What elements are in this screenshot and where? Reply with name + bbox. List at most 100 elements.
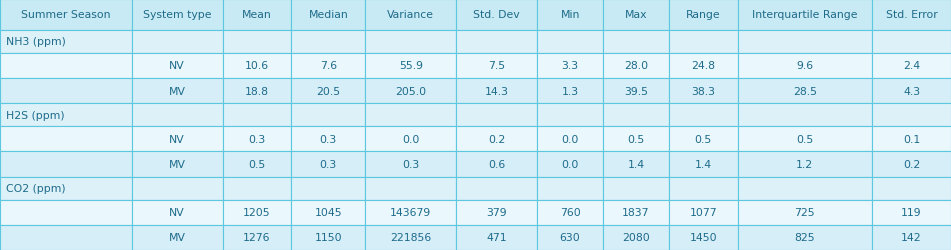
Bar: [738, 0, 872, 31]
Text: 0.3: 0.3: [248, 134, 265, 144]
Text: CO2 (ppm): CO2 (ppm): [6, 184, 66, 193]
Bar: [291, 152, 365, 177]
Text: 0.5: 0.5: [796, 134, 813, 144]
Bar: [456, 127, 537, 152]
Bar: [223, 177, 291, 200]
Text: 1205: 1205: [243, 207, 271, 217]
Bar: [872, 79, 951, 104]
Bar: [131, 31, 223, 54]
Bar: [669, 54, 738, 79]
Bar: [131, 0, 223, 31]
Bar: [872, 200, 951, 225]
Text: 143679: 143679: [390, 207, 432, 217]
Text: 825: 825: [794, 232, 815, 242]
Bar: [291, 79, 365, 104]
Bar: [669, 104, 738, 127]
Text: 471: 471: [486, 232, 507, 242]
Text: 14.3: 14.3: [485, 86, 509, 96]
Bar: [0, 177, 131, 200]
Bar: [223, 54, 291, 79]
Text: H2S (ppm): H2S (ppm): [6, 110, 65, 120]
Bar: [456, 200, 537, 225]
Text: 0.3: 0.3: [320, 160, 337, 169]
Bar: [603, 225, 669, 250]
Text: 0.0: 0.0: [561, 134, 579, 144]
Bar: [131, 79, 223, 104]
Text: Min: Min: [560, 10, 580, 20]
Bar: [669, 177, 738, 200]
Bar: [131, 225, 223, 250]
Text: 0.3: 0.3: [320, 134, 337, 144]
Bar: [872, 0, 951, 31]
Bar: [738, 54, 872, 79]
Text: MV: MV: [168, 86, 185, 96]
Bar: [738, 177, 872, 200]
Bar: [223, 200, 291, 225]
Bar: [0, 54, 131, 79]
Bar: [456, 31, 537, 54]
Text: 119: 119: [902, 207, 922, 217]
Bar: [0, 0, 131, 31]
Text: 142: 142: [902, 232, 922, 242]
Bar: [291, 200, 365, 225]
Bar: [291, 104, 365, 127]
Text: Variance: Variance: [387, 10, 435, 20]
Bar: [669, 79, 738, 104]
Bar: [456, 79, 537, 104]
Text: Median: Median: [308, 10, 348, 20]
Text: 1.2: 1.2: [796, 160, 813, 169]
Text: 3.3: 3.3: [561, 61, 578, 71]
Bar: [291, 54, 365, 79]
Bar: [456, 225, 537, 250]
Bar: [365, 200, 456, 225]
Text: Range: Range: [686, 10, 721, 20]
Bar: [223, 104, 291, 127]
Bar: [0, 104, 131, 127]
Bar: [365, 104, 456, 127]
Bar: [738, 104, 872, 127]
Text: 24.8: 24.8: [691, 61, 715, 71]
Bar: [0, 200, 131, 225]
Bar: [291, 31, 365, 54]
Bar: [603, 54, 669, 79]
Bar: [131, 54, 223, 79]
Bar: [872, 177, 951, 200]
Bar: [669, 200, 738, 225]
Text: 205.0: 205.0: [396, 86, 426, 96]
Bar: [0, 225, 131, 250]
Text: 1.4: 1.4: [628, 160, 645, 169]
Text: Mean: Mean: [243, 10, 272, 20]
Text: 725: 725: [794, 207, 815, 217]
Text: 1.3: 1.3: [561, 86, 578, 96]
Bar: [365, 31, 456, 54]
Bar: [738, 127, 872, 152]
Bar: [365, 54, 456, 79]
Bar: [669, 0, 738, 31]
Bar: [738, 200, 872, 225]
Bar: [291, 127, 365, 152]
Bar: [365, 177, 456, 200]
Bar: [456, 104, 537, 127]
Text: 10.6: 10.6: [245, 61, 269, 71]
Bar: [223, 0, 291, 31]
Text: 4.3: 4.3: [903, 86, 921, 96]
Text: 0.3: 0.3: [402, 160, 419, 169]
Bar: [223, 79, 291, 104]
Bar: [0, 127, 131, 152]
Bar: [131, 200, 223, 225]
Bar: [0, 152, 131, 177]
Text: 0.2: 0.2: [902, 160, 921, 169]
Text: 38.3: 38.3: [691, 86, 715, 96]
Bar: [223, 225, 291, 250]
Bar: [603, 127, 669, 152]
Bar: [872, 127, 951, 152]
Bar: [738, 225, 872, 250]
Text: NV: NV: [169, 61, 184, 71]
Text: NV: NV: [169, 134, 184, 144]
Text: 0.5: 0.5: [248, 160, 265, 169]
Bar: [537, 0, 603, 31]
Bar: [131, 127, 223, 152]
Text: 28.5: 28.5: [793, 86, 817, 96]
Text: 221856: 221856: [390, 232, 432, 242]
Bar: [537, 31, 603, 54]
